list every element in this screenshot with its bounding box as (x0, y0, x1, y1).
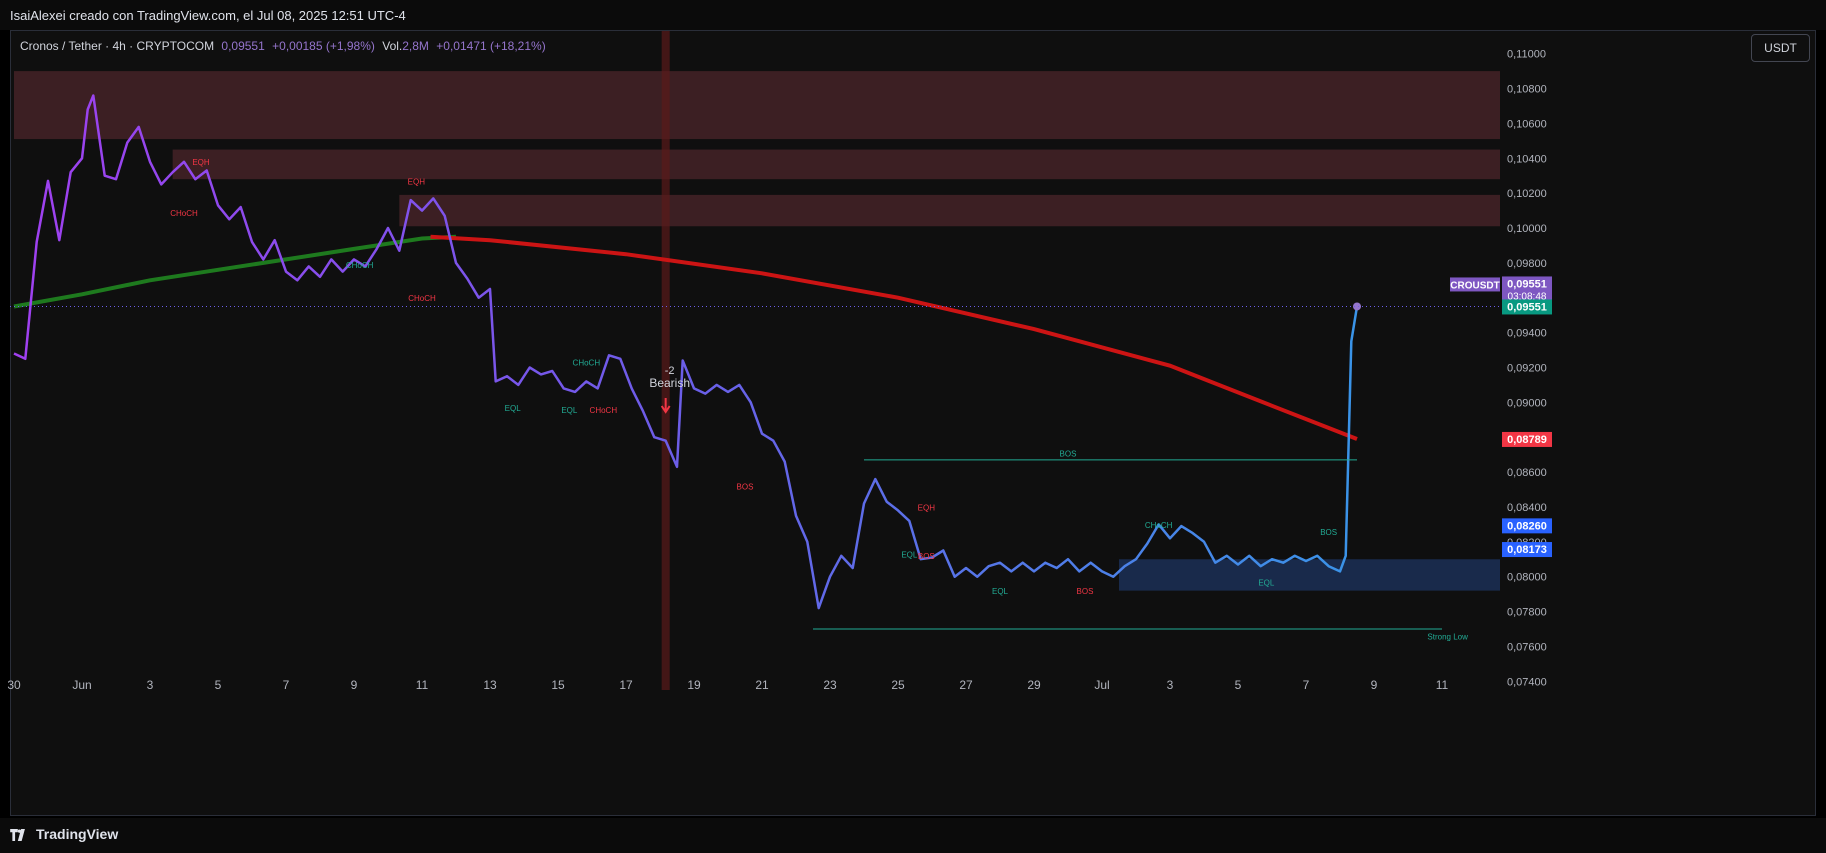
x-tick-label: 21 (755, 678, 769, 692)
legend-price: 0,09551 (221, 39, 265, 53)
y-tick-label: 0,07400 (1507, 676, 1547, 688)
footer-brand: TradingView (36, 826, 119, 842)
chart-legend: Cronos / Tether · 4h · CRYPTOCOM 0,09551… (20, 39, 550, 53)
y-tick-label: 0,09800 (1507, 258, 1547, 270)
structure-label: Strong Low (1427, 632, 1468, 641)
price-tag-bg (1502, 299, 1552, 315)
y-tick-label: 0,08000 (1507, 572, 1547, 584)
x-tick-label: 9 (1371, 678, 1378, 692)
y-tick-label: 0,10400 (1507, 153, 1547, 165)
legend-volume-value: 2,8M (402, 39, 429, 53)
price-tag-bg (1502, 518, 1552, 534)
structure-label: EQL (1258, 578, 1275, 587)
y-tick-label: 0,09400 (1507, 328, 1547, 340)
x-tick-label: 5 (1235, 678, 1242, 692)
last-price-dot (1353, 302, 1361, 311)
x-tick-label: 7 (1303, 678, 1310, 692)
x-tick-label: 29 (1027, 678, 1041, 692)
structure-label: CHoCH (408, 294, 436, 303)
structure-label: CHoCH (590, 406, 618, 415)
x-tick-label: 13 (483, 678, 497, 692)
ema-slow-line (430, 234, 1358, 441)
legend-volume-change: +0,01471 (+18,21%) (436, 39, 546, 53)
price-tag-value: 0,09551 (1507, 278, 1547, 290)
y-tick-label: 0,07600 (1507, 641, 1547, 653)
structure-label: EQL (505, 404, 522, 413)
y-tick-label: 0,10000 (1507, 223, 1547, 235)
legend-symbol[interactable]: Cronos / Tether · 4h · CRYPTOCOM (20, 39, 215, 53)
x-tick-label: 9 (351, 678, 358, 692)
x-tick-label: 19 (687, 678, 701, 692)
x-tick-label: 15 (551, 678, 565, 692)
symbol-tag-title: CROUSDT (1450, 280, 1499, 291)
signal-arrow-icon (660, 398, 671, 414)
structure-label: BOS (1060, 449, 1077, 458)
x-tick-label: 7 (283, 678, 290, 692)
footer-bar: TradingView (0, 818, 1826, 853)
y-tick-label: 0,08400 (1507, 502, 1547, 514)
structure-label: EQL (901, 551, 918, 560)
structure-label: CHoCH (170, 209, 198, 218)
price-tag-bg (1502, 431, 1552, 447)
signal-band (661, 31, 670, 690)
structure-label: BOS (737, 483, 754, 492)
price-tag-bg (1502, 542, 1552, 558)
y-tick-label: 0,10600 (1507, 118, 1547, 130)
x-tick-label: Jul (1094, 678, 1109, 692)
chart-credit-text: IsaiAlexei creado con TradingView.com, e… (10, 8, 406, 23)
x-tick-label: 5 (215, 678, 222, 692)
x-tick-label: 3 (147, 678, 154, 692)
structure-label: EQL (992, 587, 1009, 596)
structure-label: EQH (408, 177, 426, 186)
legend-change: +0,00185 (+1,98%) (272, 39, 375, 53)
structure-label: CHoCH (573, 359, 601, 368)
structure-label: EQH (918, 503, 936, 512)
structure-label: BOS (918, 552, 935, 561)
structure-label: EQL (561, 406, 578, 415)
currency-button[interactable]: USDT (1751, 34, 1810, 62)
y-tick-label: 0,10800 (1507, 84, 1547, 96)
structure-label: CHoCH (1145, 521, 1173, 530)
structure-label: EQH (192, 158, 210, 167)
price-tag-value: 0,08260 (1507, 520, 1547, 532)
x-tick-label: 30 (7, 678, 21, 692)
structure-label: BOS (1077, 587, 1094, 596)
structure-label: CHoCH (346, 261, 374, 270)
y-tick-label: 0,07800 (1507, 607, 1547, 619)
x-tick-label: 11 (1436, 678, 1449, 692)
y-tick-label: 0,08600 (1507, 467, 1547, 479)
tradingview-logo-icon (10, 829, 25, 841)
price-line (13, 94, 1359, 610)
x-tick-label: 17 (619, 678, 633, 692)
ema-mid-line (13, 234, 457, 309)
zone-supply-2 (399, 194, 1500, 227)
signal-count: -2 (665, 365, 675, 377)
legend-volume-label: Vol. (382, 39, 403, 53)
price-tag-value: 0,09551 (1507, 301, 1547, 313)
x-tick-label: 27 (959, 678, 973, 692)
signal-label: Bearish (649, 376, 690, 390)
chart-credit-bar: IsaiAlexei creado con TradingView.com, e… (0, 0, 1826, 30)
x-tick-label: Jun (72, 678, 91, 692)
price-tag-bg (1502, 276, 1552, 303)
zone-demand-3 (1119, 559, 1500, 591)
price-tag-countdown: 03:08:48 (1508, 291, 1547, 302)
y-tick-label: 0,10200 (1507, 188, 1547, 200)
price-tag-value: 0,08789 (1507, 434, 1547, 446)
price-tag-value: 0,08173 (1507, 544, 1547, 556)
y-tick-label: 0,11000 (1507, 49, 1546, 61)
y-tick-label: 0,09000 (1507, 397, 1547, 409)
x-tick-label: 25 (891, 678, 905, 692)
symbol-tag-bg (1450, 277, 1500, 292)
y-tick-label: 0,09200 (1507, 362, 1547, 374)
x-tick-label: 11 (416, 678, 429, 692)
structure-label: BOS (1320, 528, 1337, 537)
zone-supply-0 (14, 71, 1500, 140)
zone-supply-1 (172, 149, 1501, 180)
x-tick-label: 3 (1167, 678, 1174, 692)
x-tick-label: 23 (823, 678, 837, 692)
